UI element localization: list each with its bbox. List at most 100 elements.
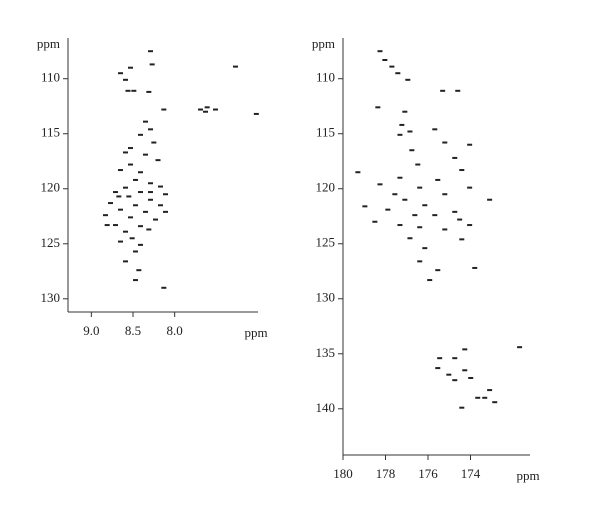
- peak: [355, 171, 361, 174]
- peak: [377, 183, 383, 186]
- peak: [128, 216, 133, 219]
- peak: [131, 89, 137, 92]
- peak: [397, 224, 403, 227]
- peak: [163, 193, 168, 196]
- peak: [472, 266, 478, 269]
- peak: [123, 151, 128, 154]
- peak: [128, 147, 133, 150]
- peak: [148, 128, 153, 131]
- peak: [397, 176, 403, 179]
- peak: [133, 204, 138, 207]
- y-tick-label: 115: [316, 125, 335, 140]
- peak: [442, 141, 448, 144]
- peak: [203, 110, 208, 113]
- peak: [437, 357, 443, 360]
- peak: [462, 348, 468, 351]
- x-tick-label: 180: [333, 466, 353, 481]
- y-axis-label: ppm: [312, 36, 335, 51]
- peak: [148, 182, 153, 185]
- peak: [475, 396, 481, 399]
- peak: [452, 357, 458, 360]
- peak: [435, 269, 441, 272]
- peak: [113, 224, 118, 227]
- peak: [392, 193, 398, 196]
- peak: [446, 373, 452, 376]
- peak: [405, 78, 411, 81]
- peak: [427, 279, 433, 282]
- y-tick-label: 115: [41, 125, 60, 140]
- peak: [146, 228, 152, 231]
- peak: [143, 210, 148, 213]
- peak: [161, 108, 167, 111]
- y-tick-label: 130: [41, 290, 61, 305]
- y-tick-label: 120: [316, 180, 336, 195]
- peak: [149, 63, 155, 66]
- peak: [125, 89, 131, 92]
- peak: [148, 198, 153, 201]
- y-tick-label: 125: [41, 235, 61, 250]
- peak: [136, 269, 142, 272]
- peak: [417, 260, 423, 263]
- peak: [253, 112, 259, 115]
- peak: [153, 218, 158, 221]
- y-tick-label: 110: [41, 70, 60, 85]
- peak: [123, 230, 128, 233]
- peak: [468, 376, 474, 379]
- peak: [462, 369, 468, 372]
- peak: [435, 367, 441, 370]
- peak: [118, 208, 123, 211]
- peak: [108, 202, 113, 205]
- peak: [452, 156, 458, 159]
- peak: [417, 186, 423, 189]
- x-tick-label: 9.0: [83, 323, 99, 338]
- peak: [397, 133, 403, 136]
- peak: [452, 379, 458, 382]
- peak: [151, 141, 157, 144]
- peak: [113, 191, 118, 194]
- peak: [133, 279, 138, 282]
- peak: [138, 225, 143, 228]
- peak: [459, 406, 465, 409]
- peak: [158, 185, 163, 188]
- peak: [204, 106, 210, 109]
- peak: [138, 171, 143, 174]
- peak: [123, 186, 128, 189]
- peak: [407, 130, 413, 133]
- peak: [123, 78, 128, 81]
- peak: [198, 108, 203, 111]
- peak: [233, 65, 238, 68]
- peak: [442, 228, 448, 231]
- peak: [435, 178, 441, 181]
- peak: [146, 90, 152, 93]
- peak: [395, 72, 401, 75]
- peak: [133, 250, 138, 253]
- peak: [103, 214, 108, 217]
- peak: [161, 286, 167, 289]
- peak: [104, 224, 110, 227]
- peak: [126, 195, 132, 198]
- y-axis-label: ppm: [37, 36, 60, 51]
- y-tick-label: 135: [316, 345, 336, 360]
- peak: [362, 205, 368, 208]
- x-tick-label: 174: [461, 466, 481, 481]
- peak: [138, 243, 143, 246]
- peak: [459, 169, 465, 172]
- peak: [138, 133, 143, 136]
- peak: [123, 260, 128, 263]
- peak: [459, 238, 465, 241]
- peak: [385, 208, 391, 211]
- peak: [143, 120, 148, 123]
- peak: [407, 237, 413, 240]
- peak: [382, 59, 388, 62]
- peak: [455, 89, 461, 92]
- peak: [432, 128, 438, 131]
- peak: [422, 204, 428, 207]
- x-axis-label: ppm: [516, 468, 539, 483]
- peak: [442, 193, 448, 196]
- peak: [143, 153, 148, 156]
- peak: [402, 110, 408, 113]
- peak: [155, 159, 161, 162]
- peak: [375, 106, 381, 109]
